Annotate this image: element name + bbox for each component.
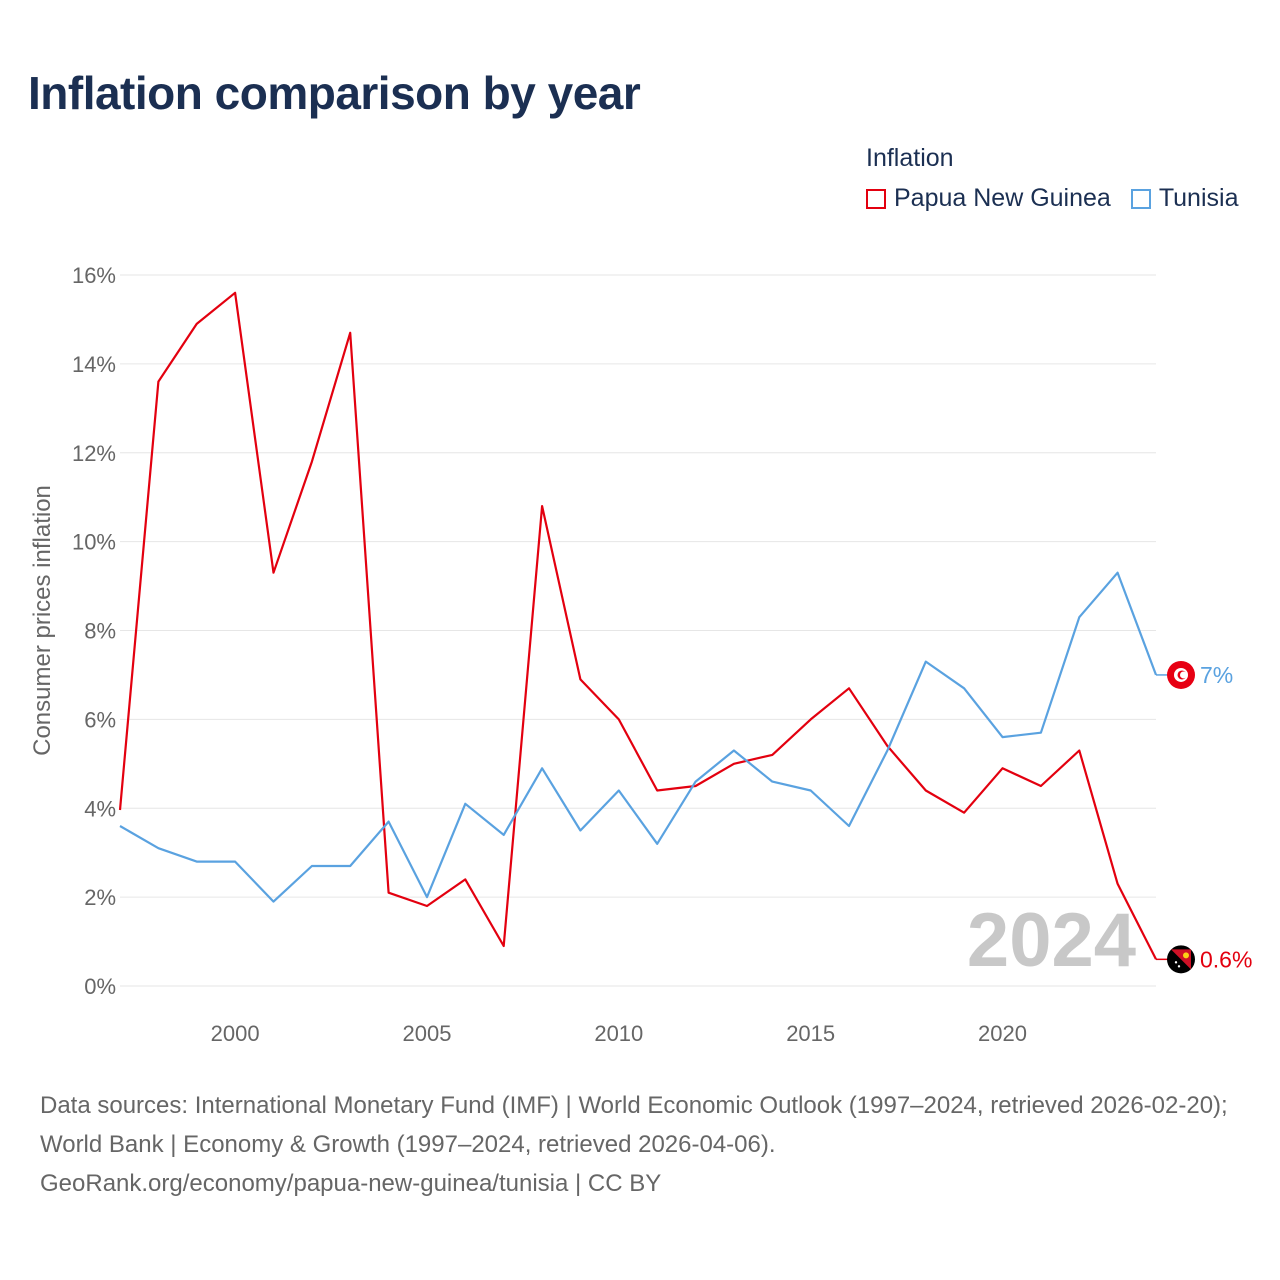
legend-title: Inflation [866, 144, 954, 172]
legend: Papua New Guinea Tunisia [866, 184, 1258, 213]
source-url-text[interactable]: GeoRank.org/economy/papua-new-guinea/tun… [40, 1170, 662, 1197]
flag-crescent-cut [1180, 671, 1187, 679]
y-tick-label: 0% [84, 974, 116, 999]
data-sources-text: Data sources: International Monetary Fun… [40, 1092, 1228, 1158]
end-value-label-tunisia: 7% [1200, 662, 1233, 688]
y-tick-label: 14% [72, 352, 116, 377]
x-tick-label: 2010 [594, 1021, 643, 1046]
legend-item-papua-new-guinea[interactable]: Papua New Guinea [866, 184, 1111, 213]
chart-title: Inflation comparison by year [28, 67, 641, 119]
y-tick-label: 16% [72, 263, 116, 288]
flag-bird [1183, 952, 1189, 959]
legend-item-tunisia[interactable]: Tunisia [1130, 184, 1239, 213]
y-tick-label: 12% [72, 441, 116, 466]
y-tick-label: 6% [84, 707, 116, 732]
line-chart: 0% 2% 4% 6% 8% 10% 12% 14% 16% 2000 2005 2010 2015 20… [29, 263, 1252, 1046]
x-tick-label: 2005 [402, 1021, 451, 1046]
legend-swatch-tunisia [1130, 188, 1151, 209]
legend-label-papua-new-guinea: Papua New Guinea [894, 184, 1111, 212]
series-line-tunisia [119, 571, 1158, 903]
flag-star [1174, 961, 1178, 964]
tunisia-flag-icon [1167, 660, 1195, 689]
x-tick-label: 2015 [786, 1021, 835, 1046]
x-tick-label: 2000 [211, 1021, 260, 1046]
y-tick-label: 2% [84, 885, 116, 910]
y-tick-label: 10% [72, 530, 116, 555]
papua-new-guinea-flag-icon [1167, 945, 1195, 974]
series-line-papua-new-guinea [118, 291, 1157, 960]
y-tick-label: 8% [84, 619, 116, 644]
end-value-label-papua-new-guinea: 0.6% [1200, 946, 1252, 972]
legend-label-tunisia: Tunisia [1158, 184, 1239, 212]
legend-swatch-papua-new-guinea [866, 188, 886, 209]
year-watermark: 2024 [967, 898, 1136, 983]
x-tick-label: 2020 [978, 1021, 1027, 1046]
y-tick-label: 4% [84, 796, 116, 821]
flag-star [1177, 965, 1181, 968]
y-axis-label: Consumer prices inflation [29, 485, 56, 756]
footer: Data sources: International Monetary Fun… [40, 1086, 1250, 1203]
